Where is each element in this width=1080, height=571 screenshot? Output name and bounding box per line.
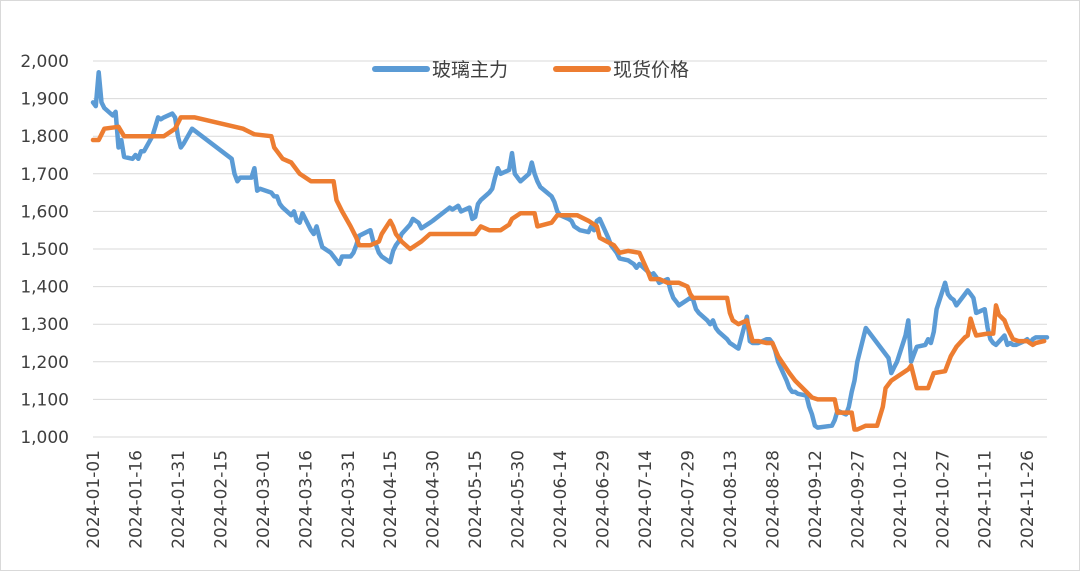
series-line-1 (90, 70, 1050, 430)
x-tick-label: 2024-06-14 (551, 450, 571, 549)
y-tick-label: 1,700 (20, 165, 69, 185)
x-tick-label: 2024-08-13 (721, 450, 741, 549)
x-tick-label: 2024-01-31 (169, 450, 189, 549)
x-tick-label: 2024-07-14 (636, 450, 656, 549)
y-tick-label: 1,600 (20, 202, 69, 222)
x-tick-label: 2024-08-28 (763, 450, 783, 549)
series-layer (90, 70, 1050, 432)
y-tick-label: 1,100 (20, 390, 69, 410)
x-tick-label: 2024-01-16 (126, 450, 146, 549)
y-tick-label: 1,500 (20, 240, 69, 260)
x-tick-label: 2024-01-01 (84, 450, 104, 549)
x-tick-label: 2024-10-12 (891, 450, 911, 549)
x-tick-label: 2024-07-29 (678, 450, 698, 549)
x-tick-label: 2024-05-15 (466, 450, 486, 549)
legend-label-series-2: 现货价格 (613, 59, 689, 81)
y-tick-label: 2,000 (20, 52, 69, 72)
x-tick-label: 2024-09-12 (806, 450, 826, 549)
y-tick-label: 1,000 (20, 428, 69, 448)
x-tick-label: 2024-04-15 (381, 450, 401, 549)
y-tick-label: 1,400 (20, 278, 69, 298)
x-tick-label: 2024-05-30 (509, 450, 529, 549)
x-tick-label: 2024-06-29 (594, 450, 614, 549)
y-tick-label: 1,800 (20, 127, 69, 147)
y-tick-label: 1,300 (20, 315, 69, 335)
gridlines (93, 60, 1047, 438)
x-tick-label: 2024-02-15 (211, 450, 231, 549)
x-tick-label: 2024-03-31 (339, 450, 359, 549)
legend: 玻璃主力 现货价格 (372, 59, 689, 81)
series-line-2 (90, 115, 1047, 432)
y-tick-label: 1,900 (20, 90, 69, 110)
y-axis: 2,000 1,900 1,800 1,700 1,600 1,500 1,400 1,300… (20, 52, 69, 448)
x-tick-label: 2024-11-11 (976, 450, 996, 549)
x-tick-label: 2024-11-26 (1018, 450, 1038, 549)
x-axis: 2024-01-01 2024-01-16 2024-01-31 2024-02-15… (84, 450, 1038, 549)
x-tick-label: 2024-09-27 (848, 450, 868, 549)
x-tick-label: 2024-10-27 (933, 450, 953, 549)
x-tick-label: 2024-03-16 (296, 450, 316, 549)
y-tick-label: 1,200 (20, 353, 69, 373)
x-tick-label: 2024-03-01 (254, 450, 274, 549)
legend-label-series-1: 玻璃主力 (432, 59, 508, 81)
x-tick-label: 2024-04-30 (424, 450, 444, 549)
